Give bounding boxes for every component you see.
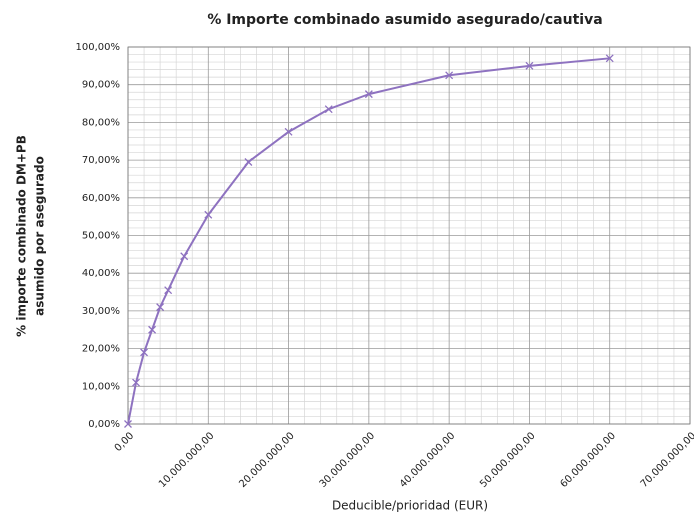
- x-axis-title: Deducible/prioridad (EUR): [332, 499, 488, 513]
- x-tick-label: 0,00: [113, 430, 137, 454]
- x-tick-label: 50.000.000,00: [478, 430, 538, 490]
- marker: [364, 90, 373, 99]
- x-tick-label: 30.000.000,00: [318, 430, 378, 490]
- marker: [164, 286, 173, 295]
- y-tick-label: 50,00%: [82, 231, 120, 242]
- y-tick-label: 40,00%: [82, 268, 120, 279]
- y-axis-title: asumido por asegurado: [33, 156, 47, 316]
- x-tick-label: 60.000.000,00: [558, 430, 618, 490]
- plot-border: [127, 46, 691, 425]
- marker: [244, 158, 253, 166]
- x-tick-label: 10.000.000,00: [157, 430, 217, 490]
- chart-title: % Importe combinado asumido asegurado/ca…: [207, 12, 602, 28]
- y-tick-label: 20,00%: [82, 344, 120, 355]
- y-tick-label: 60,00%: [82, 193, 120, 204]
- y-tick-label: 100,00%: [76, 42, 121, 53]
- y-tick-label: 90,00%: [82, 80, 120, 91]
- marker: [156, 303, 165, 312]
- marker: [605, 54, 614, 63]
- marker: [324, 105, 333, 114]
- marker: [445, 71, 454, 80]
- marker: [140, 348, 149, 357]
- marker: [204, 210, 213, 219]
- y-tick-label: 80,00%: [82, 117, 120, 128]
- marker: [124, 420, 132, 428]
- y-tick-label: 10,00%: [82, 381, 120, 392]
- x-tick-label: 70.000.000,00: [639, 430, 694, 490]
- x-tick-label: 40.000.000,00: [398, 430, 458, 490]
- y-tick-label: 70,00%: [82, 155, 120, 166]
- marker: [284, 127, 293, 136]
- y-axis-title: % importe combinado DM+PB: [15, 135, 29, 337]
- marker: [525, 61, 534, 70]
- x-tick-label: 20.000.000,00: [237, 430, 297, 490]
- marker: [132, 378, 140, 387]
- marker: [148, 325, 157, 334]
- y-tick-label: 0,00%: [88, 419, 120, 430]
- marker: [180, 252, 189, 261]
- y-tick-label: 30,00%: [82, 306, 120, 317]
